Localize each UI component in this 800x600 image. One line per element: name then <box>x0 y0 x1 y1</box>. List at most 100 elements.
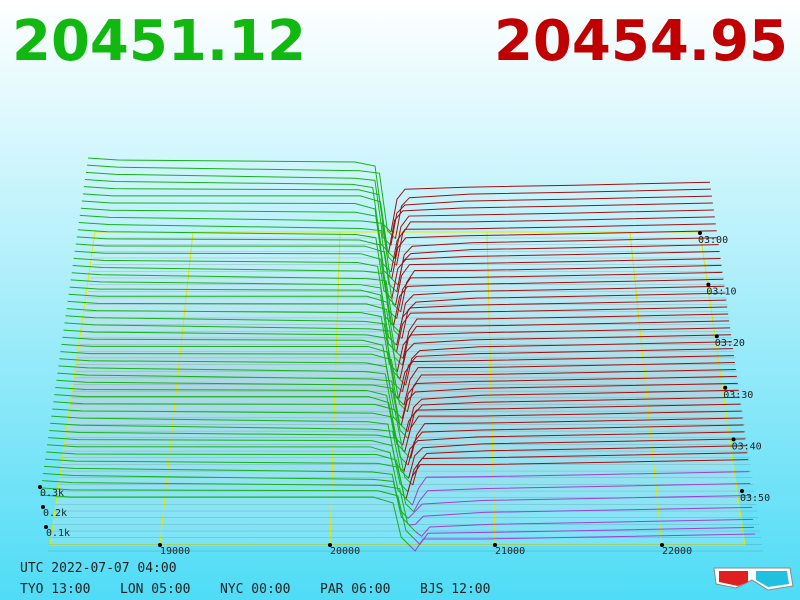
ask-depth-line <box>395 257 721 306</box>
ask-depth-line <box>398 355 734 399</box>
ask-depth-line <box>413 526 755 546</box>
ask-depth-line <box>396 306 728 352</box>
zone-time: TYO 13:00 <box>20 582 90 597</box>
time-label: 03:10 <box>706 287 736 298</box>
ask-depth-line <box>401 292 726 339</box>
ask-depth-line <box>396 327 731 372</box>
bid-depth-line <box>67 300 403 366</box>
time-tick-dot <box>714 334 719 339</box>
bid-depth-line <box>80 207 393 279</box>
bid-depth-line <box>77 229 393 299</box>
ask-depth-line <box>396 299 727 346</box>
bid-depth-line <box>46 451 413 506</box>
ask-price: 20454.95 <box>494 9 788 74</box>
depth-tick-dot <box>44 525 48 529</box>
time-tick-dot <box>698 231 702 235</box>
ask-depth-line <box>401 348 733 392</box>
bid-depth-line <box>61 343 405 406</box>
bid-depth-line <box>70 279 397 346</box>
3d-glasses <box>713 567 794 591</box>
zone-time: NYC 00:00 <box>220 582 290 597</box>
utc-time: UTC 2022-07-07 04:00 <box>20 561 177 576</box>
ask-depth-line <box>413 483 751 512</box>
ask-depth-line <box>398 285 725 332</box>
depth-label: 0.2k <box>43 508 67 519</box>
ask-depth-line <box>410 417 743 459</box>
ask-depth-line <box>402 313 729 359</box>
bid-depth-line <box>56 379 409 439</box>
ask-depth-line <box>407 452 748 492</box>
time-tick-dot <box>723 385 728 390</box>
bid-price: 20451.12 <box>12 9 306 74</box>
ask-depth-line <box>396 244 719 293</box>
bid-depth-line <box>58 365 402 426</box>
ask-depth-line <box>400 264 722 313</box>
bid-depth-line <box>68 293 404 359</box>
ask-depth-line <box>394 188 711 239</box>
ask-depth-line <box>394 209 714 259</box>
price-tick-dot <box>660 543 664 547</box>
time-label: 03:30 <box>723 390 753 401</box>
ask-depth-line <box>408 533 756 552</box>
bid-depth-line <box>73 257 395 326</box>
ask-depth-line <box>399 334 732 379</box>
ask-depth-line <box>388 202 713 253</box>
ask-depth-line <box>391 251 720 299</box>
price-tick-dot <box>328 543 332 547</box>
bid-depth-line <box>69 286 397 353</box>
price-tick-dot <box>158 543 162 547</box>
bid-depth-line <box>50 422 409 479</box>
price-label: 21000 <box>495 546 525 557</box>
bid-depth-line <box>40 487 415 539</box>
price-label: 22000 <box>662 546 692 557</box>
bid-depth-line <box>75 243 401 313</box>
ask-depth-line <box>415 518 754 538</box>
price-grid-line <box>629 231 663 546</box>
ask-depth-line <box>408 438 746 479</box>
time-tick-dot <box>740 489 744 493</box>
ask-depth-line <box>405 459 749 499</box>
bid-depth-line <box>81 200 392 273</box>
price-tick-dot <box>493 543 497 547</box>
ask-depth-line <box>401 375 737 419</box>
bid-depth-line <box>84 179 390 253</box>
bid-depth-line <box>82 193 397 266</box>
bid-depth-line <box>71 272 403 339</box>
bid-depth-line <box>45 458 415 513</box>
zone-time: BJS 12:00 <box>420 582 490 597</box>
depth-label: 0.3k <box>40 488 64 499</box>
time-tick-dot <box>706 282 711 287</box>
time-label: 03:00 <box>698 235 728 246</box>
time-label: 03:50 <box>740 493 770 504</box>
bid-depth-line <box>39 494 410 546</box>
ask-depth-line <box>391 230 717 279</box>
price-label: 20000 <box>330 546 360 557</box>
time-tick-dot <box>731 437 736 442</box>
ask-depth-line <box>390 181 711 233</box>
time-label: 03:20 <box>715 338 745 349</box>
zone-time: LON 05:00 <box>120 582 190 597</box>
bid-depth-line <box>62 336 400 399</box>
bid-depth-line <box>86 164 396 240</box>
time-label: 03:40 <box>732 441 762 452</box>
depth-tick-dot <box>41 505 45 509</box>
depth-lines <box>39 157 763 552</box>
bid-depth-line <box>57 372 409 433</box>
depth-label: 0.1k <box>46 528 70 539</box>
bid-depth-line <box>47 444 407 499</box>
ask-depth-line <box>407 494 752 519</box>
bid-depth-line <box>64 322 407 386</box>
ask-depth-line <box>397 237 718 286</box>
ask-depth-line <box>400 382 738 426</box>
ask-depth-line <box>404 410 742 452</box>
ask-depth-line <box>396 216 715 266</box>
bid-depth-line <box>53 401 412 459</box>
ask-depth-line <box>403 362 735 406</box>
bid-depth-line <box>60 351 408 413</box>
price-label: 19000 <box>160 546 190 557</box>
ask-depth-line <box>393 278 724 326</box>
floor-outline <box>49 231 746 546</box>
axis-labels: 19000 20000 21000 22000 03:00 03:10 03:20 03:30… <box>38 231 770 557</box>
